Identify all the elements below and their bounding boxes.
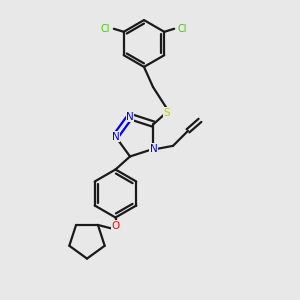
- Text: Cl: Cl: [178, 24, 187, 34]
- Text: S: S: [163, 107, 170, 118]
- Text: O: O: [111, 221, 120, 231]
- Text: Cl: Cl: [101, 24, 110, 34]
- Text: N: N: [150, 144, 158, 154]
- Text: N: N: [126, 112, 134, 122]
- Text: N: N: [112, 131, 119, 142]
